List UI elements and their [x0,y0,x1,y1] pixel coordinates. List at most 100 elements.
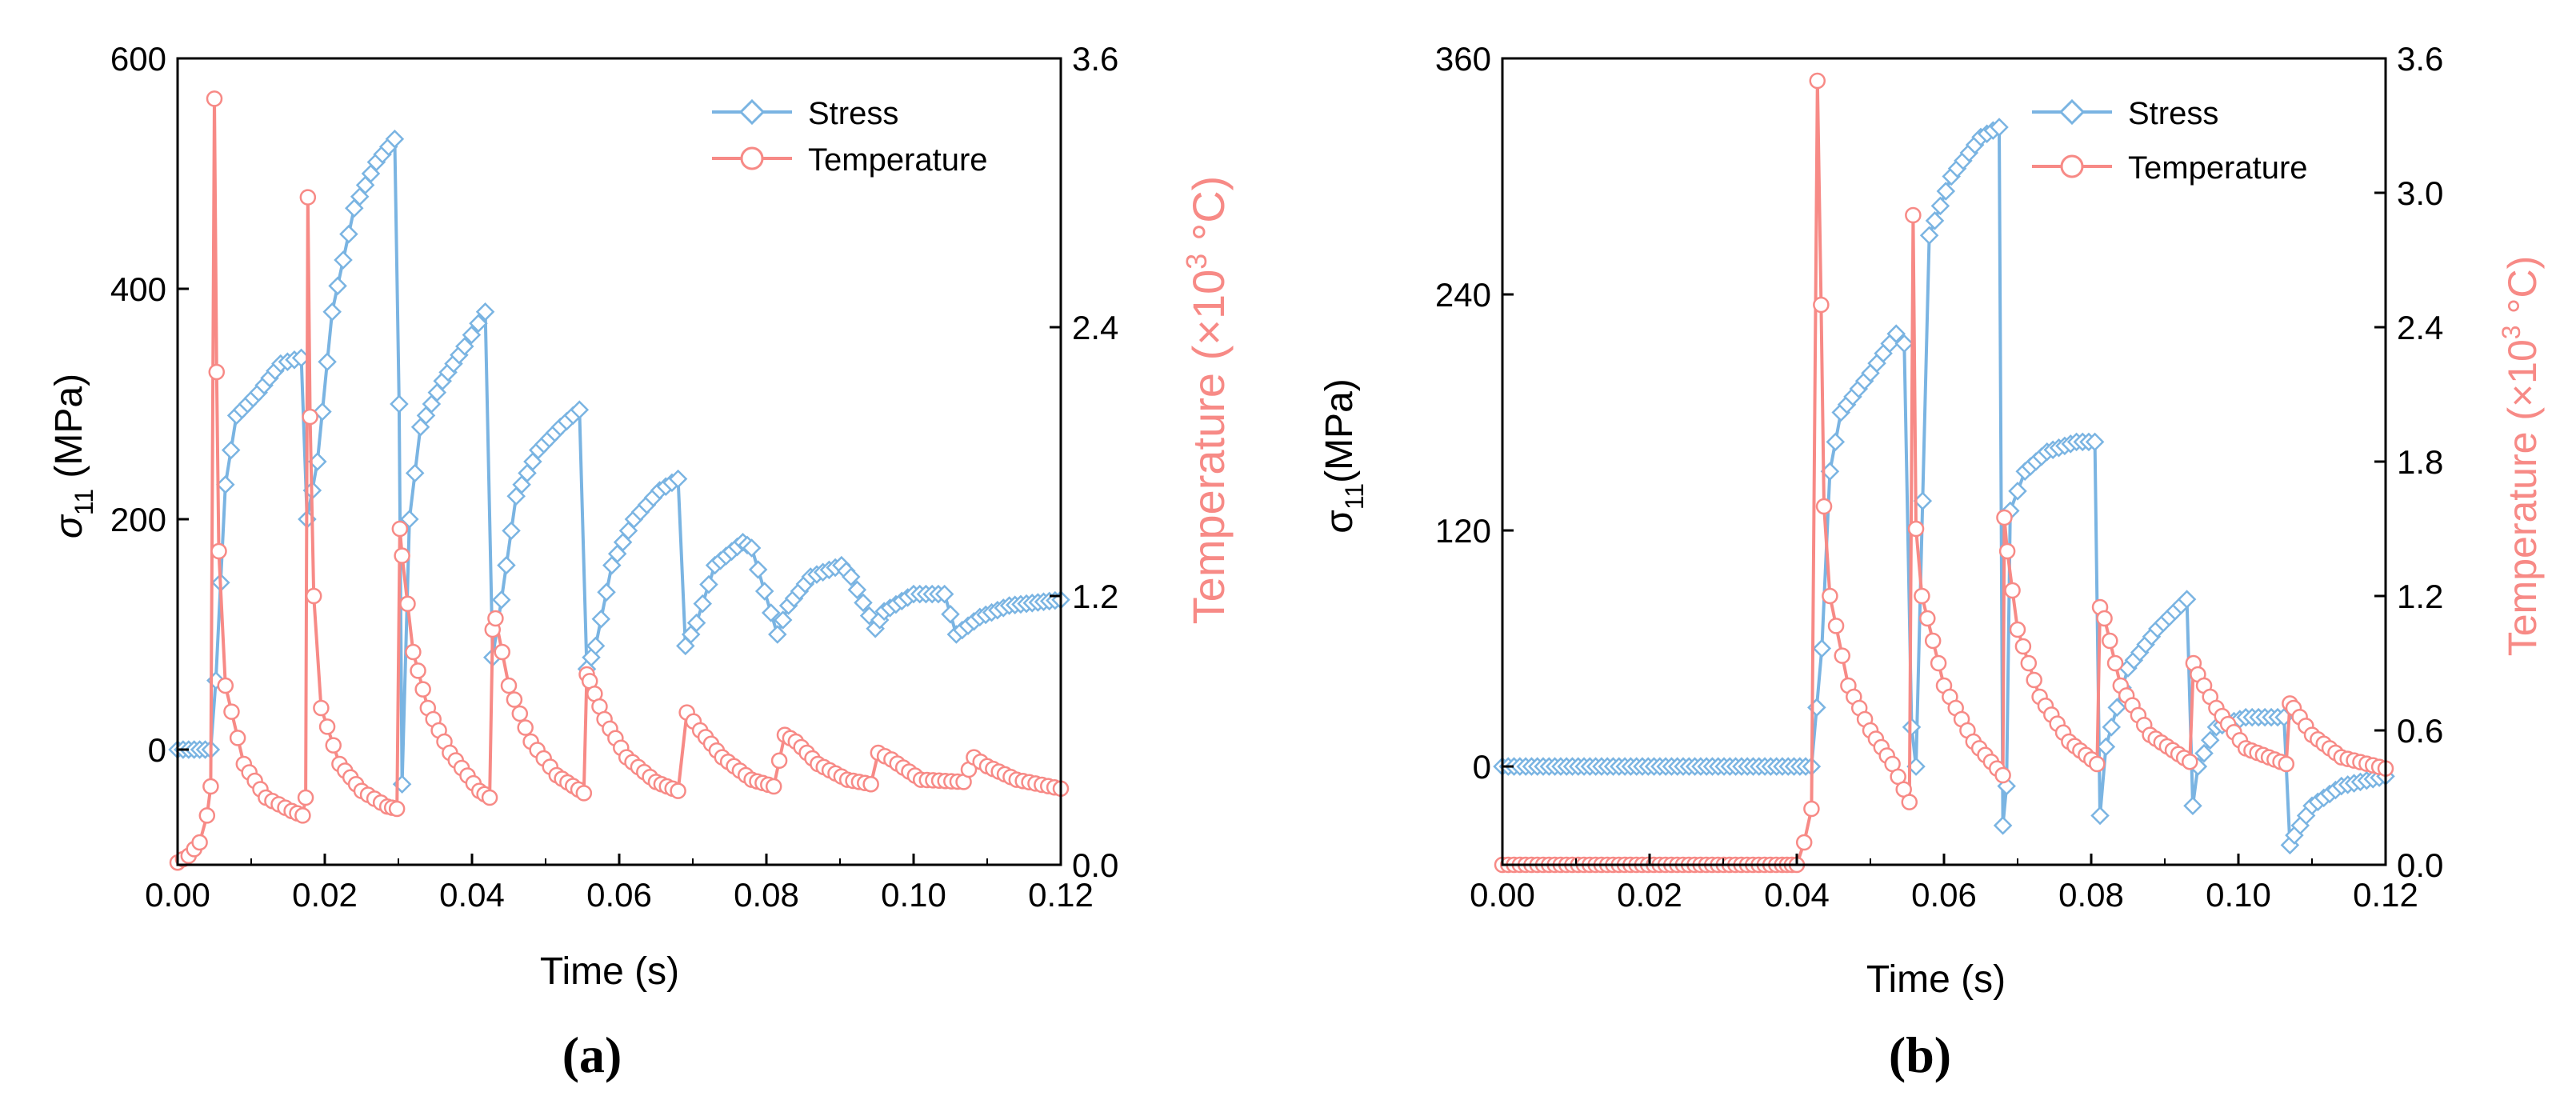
stress-point-a [754,582,774,601]
temperature-point-a [223,703,240,720]
temperature-markers-a [169,90,1070,871]
temperature-point-b [2102,632,2118,650]
temperature-point-a [765,778,782,795]
stress-line-b [1502,126,2386,847]
y-tick-label-a-3: 600 [110,40,166,78]
temperature-point-b [2014,638,2032,655]
temperature-point-b [1803,800,1820,818]
stress-point-b [1936,182,1956,201]
plot-area-b [1493,72,2395,874]
y2-tick-label-b-3: 1.8 [2397,443,2443,481]
temperature-point-b [2182,753,2198,770]
temperature-point-b [1907,520,1925,538]
stress-point-a [339,224,358,244]
temperature-point-a [217,677,234,694]
stress-point-b [2107,698,2126,718]
stress-point-b [2085,432,2105,452]
y2-tick-label-a-2: 2.4 [1072,309,1118,346]
temperature-point-b [1994,766,2011,784]
temperature-point-b [2106,654,2124,672]
stress-point-a [497,555,516,575]
legend-stress-b: Stress [2032,96,2218,131]
y2-tick-label-b-6: 3.6 [2397,40,2443,78]
y-axis-unit-a: (MPa) [48,374,90,489]
y-tick-label-b-2: 240 [1435,276,1491,314]
y-tick-label-a-0: 0 [148,731,166,769]
temperature-point-b [1795,834,1813,851]
stress-markers-b [1493,118,2395,855]
temperature-point-a [494,643,510,661]
y-axis-symbol-a: σ [48,514,90,538]
legend-stress-a: Stress [712,96,898,131]
temperature-point-b [1998,542,2016,560]
stress-point-a [748,560,768,579]
legend-b: Stress Temperature [2032,96,2308,186]
temperature-point-b [2004,582,2021,599]
legend-temperature-a: Temperature [712,142,988,178]
temperature-point-b [1905,206,1922,224]
stress-point-a [318,352,337,371]
stress-point-a [854,593,873,613]
stress-point-a [216,475,235,494]
stress-point-a [941,605,960,624]
stress-point-a [322,302,342,322]
panel-letter-a: a [579,1026,605,1083]
stress-point-a [385,130,405,149]
y2-tick-label-a-0: 0.0 [1072,846,1118,884]
stress-point-a [842,567,861,586]
stress-point-b [1886,324,1906,343]
temperature-point-a [198,807,216,824]
y2-tick-label-b-1: 0.6 [2397,712,2443,750]
stress-markers-a [168,130,1070,794]
stress-point-b [1993,816,2013,835]
x-tick-label-b-4: 0.08 [2058,876,2124,914]
y-axis-unit-b: (MPa) [1318,378,1361,483]
temperature-point-b [2096,610,2113,627]
temperature-point-b [2089,755,2106,773]
legend-stress-marker-b [2058,98,2086,126]
temperature-point-a [202,778,219,795]
temperature-point-a [302,408,318,426]
y2-axis-label-a: Temperature (×103 °C) [1180,176,1234,625]
y2-tick-label-b-4: 2.4 [2397,309,2443,346]
stress-point-b [2096,737,2116,757]
temperature-point-a [500,677,518,694]
panel-letter-b: b [1906,1026,1934,1083]
legend-a: Stress Temperature [712,96,988,178]
x-tick-label-b-2: 0.04 [1764,876,1830,914]
panel-a: 0.00 0.02 0.04 0.06 0.08 0.10 0.12 0 200 400 600 0.… [48,40,1234,1083]
panel-label-b: (b) [1889,1026,1951,1083]
stress-point-b [1902,718,1922,737]
temperature-point-a [388,800,406,818]
stress-point-a [475,302,495,322]
stress-point-a [462,325,482,345]
y2-tick-label-b-0: 0.0 [2397,846,2443,884]
legend-stress-label-b: Stress [2128,96,2218,131]
stress-point-a [847,580,867,599]
y-axis-subscript-b: 11 [1340,483,1369,510]
legend-stress-label-a: Stress [808,96,898,131]
temperature-point-a [297,789,314,806]
stress-point-a [492,590,511,610]
temperature-point-b [1834,647,1850,664]
temperature-point-a [191,834,208,851]
temperature-point-a [862,775,879,793]
x-tick-label-a-3: 0.06 [586,876,652,914]
legend-stress-marker-a [738,98,766,126]
x-axis-label-b: Time (s) [1866,958,2006,1001]
temperature-point-a [410,662,426,679]
temperature-point-b [1901,794,1918,810]
stress-point-a [570,400,590,419]
y-axis-subscript-a: 11 [70,489,98,515]
legend-temperature-marker-a [740,146,764,170]
y2-axis-text-b: Temperature (×10 [2500,339,2545,656]
y-tick-label-b-3: 360 [1435,40,1491,78]
stress-point-a [597,582,616,602]
panel-label-a: (a) [562,1026,622,1083]
stress-point-a [405,463,425,483]
stress-point-b [2102,718,2122,737]
temperature-point-a [517,719,534,736]
x-tick-label-a-4: 0.08 [734,876,799,914]
temperature-point-a [313,699,330,717]
